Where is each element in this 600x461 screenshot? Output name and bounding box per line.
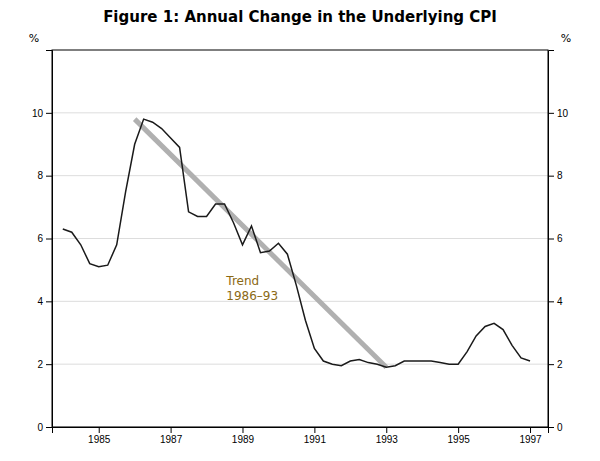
- grid: [52, 113, 548, 427]
- tick: 1993: [376, 427, 399, 445]
- chart: 1985 1987 1989 1991 1993 1995 1997 0 2 4 6 8 10 0 2 4 6 8…: [0, 0, 600, 461]
- title: Figure 1: Annual Change in the Underlyin…: [103, 8, 497, 26]
- tick: 1985: [88, 427, 111, 445]
- tick-mark: [458, 427, 459, 433]
- tick: 10: [32, 108, 52, 119]
- y-axis-label: %: [29, 32, 39, 45]
- tick-label: 1993: [376, 434, 399, 445]
- tick-label: 6: [557, 233, 563, 244]
- tick: 8: [37, 170, 52, 181]
- tick: 6: [37, 233, 52, 244]
- tick: 6: [548, 233, 563, 244]
- tick-label: 1987: [160, 434, 183, 445]
- tick-mark: [314, 427, 315, 433]
- axis-line: [53, 428, 549, 434]
- tick-label: 4: [37, 296, 43, 307]
- series-line: [135, 119, 387, 367]
- tick-mark: [548, 364, 554, 365]
- tick-mark: [171, 427, 172, 433]
- grid-line: [52, 364, 548, 365]
- tick-label: 1991: [304, 434, 327, 445]
- tick-mark: [46, 301, 52, 302]
- x-axis: 1985 1987 1989 1991 1993 1995 1997: [53, 427, 549, 445]
- annotation: Trend1986–93: [225, 274, 278, 302]
- tick-mark: [242, 427, 243, 433]
- tick-label: 1989: [232, 434, 255, 445]
- tick-mark: [46, 239, 52, 240]
- tick: 0: [548, 422, 563, 433]
- annotation-line: 1986–93: [226, 289, 278, 303]
- tick-label: 1995: [448, 434, 471, 445]
- tick-label: 1985: [88, 434, 111, 445]
- tick-label: 0: [557, 422, 563, 433]
- tick-mark: [548, 113, 554, 114]
- tick-mark: [46, 113, 52, 114]
- y2-axis-label: %: [561, 32, 571, 45]
- tick-label: 4: [557, 296, 563, 307]
- tick: 10: [548, 108, 569, 119]
- grid-line: [52, 112, 548, 113]
- tick: 4: [548, 296, 563, 307]
- tick-mark: [46, 176, 52, 177]
- plot-frame: [52, 50, 548, 427]
- tick-label: 0: [37, 422, 43, 433]
- tick-mark: [386, 427, 387, 433]
- series-line: [63, 119, 530, 367]
- grid-line: [52, 175, 548, 176]
- tick-label: 1997: [519, 434, 542, 445]
- tick-mark: [548, 301, 554, 302]
- tick: 8: [548, 170, 563, 181]
- tick: 1997: [519, 427, 542, 445]
- y-axis: 0 2 4 6 8 10: [32, 51, 53, 433]
- tick-label: 10: [32, 108, 44, 119]
- tick: 0: [37, 422, 52, 433]
- tick: 1989: [232, 427, 255, 445]
- tick-mark: [548, 427, 554, 428]
- tick: 2: [548, 359, 563, 370]
- tick-mark: [99, 427, 100, 433]
- tick-mark: [46, 427, 52, 428]
- tick-mark: [548, 176, 554, 177]
- tick-mark: [530, 427, 531, 433]
- tick-label: 8: [557, 170, 563, 181]
- tick-label: 2: [37, 359, 43, 370]
- grid-line: [52, 238, 548, 239]
- tick-mark: [548, 239, 554, 240]
- axis-line: [549, 51, 555, 428]
- tick: 2: [37, 359, 52, 370]
- annotation-line: Trend: [225, 274, 259, 288]
- tick: 1991: [304, 427, 327, 445]
- tick-label: 10: [557, 108, 569, 119]
- y2-axis: 0 2 4 6 8 10: [548, 51, 569, 433]
- tick-mark: [46, 364, 52, 365]
- tick: 4: [37, 296, 52, 307]
- tick: 1987: [160, 427, 183, 445]
- tick-label: 8: [37, 170, 43, 181]
- tick-label: 6: [37, 233, 43, 244]
- plot-area: [63, 119, 530, 367]
- tick: 1995: [448, 427, 471, 445]
- tick-label: 2: [557, 359, 563, 370]
